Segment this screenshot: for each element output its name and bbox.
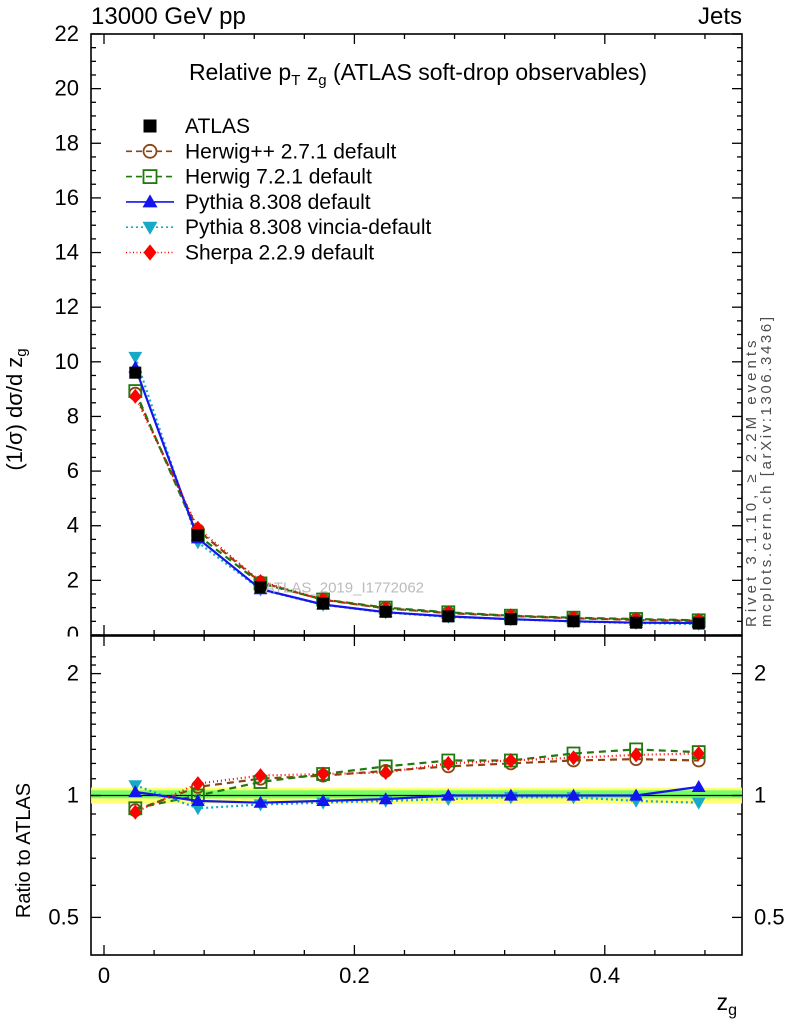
svg-text:8: 8 [67, 404, 79, 429]
svg-text:18: 18 [55, 130, 79, 155]
svg-text:12: 12 [55, 294, 79, 319]
svg-text:4: 4 [67, 513, 79, 538]
svg-text:0.5: 0.5 [48, 904, 79, 929]
svg-text:0.5: 0.5 [754, 904, 785, 929]
svg-text:10: 10 [55, 349, 79, 374]
svg-text:Sherpa 2.2.9 default: Sherpa 2.2.9 default [185, 242, 374, 265]
svg-text:Ratio to ATLAS: Ratio to ATLAS [13, 783, 35, 918]
svg-text:2: 2 [67, 661, 79, 686]
svg-text:(1/σ) dσ/d zg: (1/σ) dσ/d zg [2, 348, 30, 470]
svg-text:14: 14 [55, 240, 79, 265]
svg-text:20: 20 [55, 76, 79, 101]
svg-text:Relative pT zg (ATLAS soft-dro: Relative pT zg (ATLAS soft-drop observab… [189, 59, 647, 89]
svg-text:22: 22 [55, 21, 79, 46]
svg-text:Herwig++ 2.7.1 default: Herwig++ 2.7.1 default [185, 140, 396, 163]
svg-text:Pythia 8.308 default: Pythia 8.308 default [185, 191, 371, 214]
svg-text:1: 1 [754, 783, 766, 808]
svg-text:16: 16 [55, 185, 79, 210]
svg-text:Jets: Jets [698, 3, 742, 30]
svg-text:2: 2 [67, 567, 79, 592]
svg-text:ATLAS: ATLAS [185, 115, 250, 138]
svg-text:0.4: 0.4 [590, 963, 621, 988]
svg-text:Pythia 8.308 vincia-default: Pythia 8.308 vincia-default [185, 216, 431, 239]
svg-text:13000 GeV pp: 13000 GeV pp [91, 3, 246, 30]
svg-text:ATLAS_2019_I1772062: ATLAS_2019_I1772062 [265, 580, 424, 597]
svg-text:2: 2 [754, 661, 766, 686]
svg-text:mcplots.cern.ch [arXiv:1306.34: mcplots.cern.ch [arXiv:1306.3436] [758, 314, 775, 627]
svg-text:6: 6 [67, 458, 79, 483]
svg-text:0: 0 [98, 963, 110, 988]
svg-text:Herwig 7.2.1 default: Herwig 7.2.1 default [185, 166, 372, 189]
svg-text:0.2: 0.2 [339, 963, 370, 988]
svg-text:1: 1 [67, 783, 79, 808]
